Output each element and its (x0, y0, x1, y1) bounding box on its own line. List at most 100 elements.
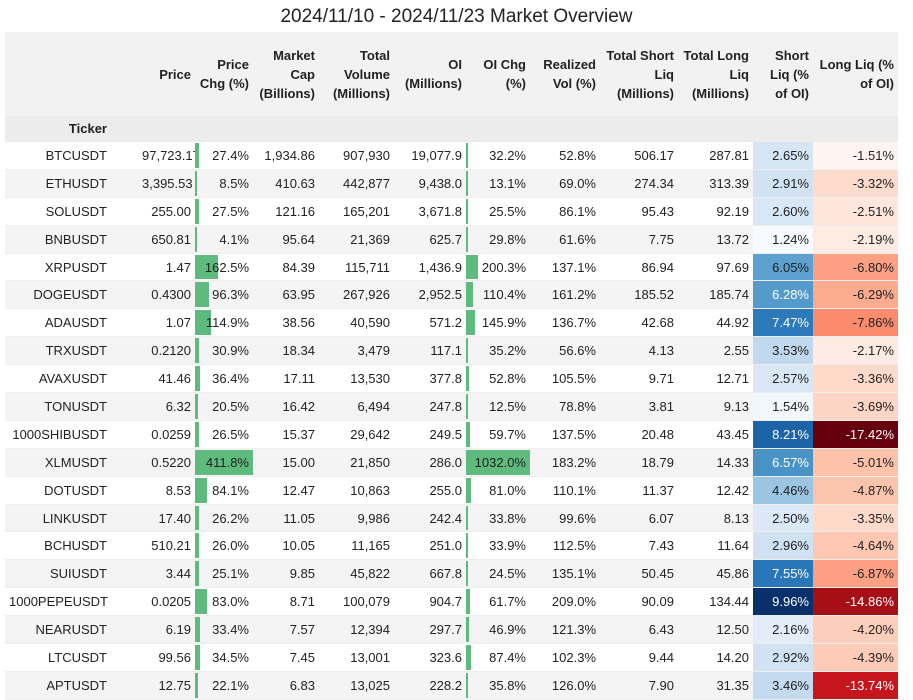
table-row: 1000PEPEUSDT 0.0205 83.0% 8.71 100,079 904.7 6… (5, 587, 898, 617)
oi-chg-cell-bar (466, 645, 472, 670)
market-cap-cell: 12.47 (253, 476, 319, 505)
long-liq-pct-cell: -3.69% (813, 392, 898, 421)
total-volume-cell: 13,001 (319, 643, 394, 672)
oi-chg-cell-bar (466, 170, 468, 196)
oi-chg-cell: 200.3% (466, 253, 530, 282)
header-row: Price Price Chg (%) Market Cap (Billions… (5, 32, 898, 116)
long-liq-pct-cell: -17.42% (813, 420, 898, 449)
oi-chg-cell: 25.5% (466, 197, 530, 226)
col-header: Long Liq (% of OI) (813, 32, 898, 116)
oi-chg-cell-label: 25.5% (489, 203, 526, 219)
oi-chg-cell: 52.8% (466, 364, 530, 394)
price-chg-cell-bar (195, 143, 199, 168)
total-short-liq-cell: 506.17 (600, 142, 678, 170)
oi-chg-cell-label: 35.2% (489, 343, 526, 359)
oi-chg-cell-label: 110.4% (482, 287, 526, 303)
table-row: ETHUSDT 3,395.53 8.5% 410.63 442,877 9,438.0 1… (5, 169, 898, 198)
market-cap-cell: 84.39 (253, 253, 319, 282)
col-header: Short Liq (% of OI) (753, 32, 813, 116)
price-cell: 255.00 (138, 197, 195, 226)
table-row: NEARUSDT 6.19 33.4% 7.57 12,394 297.7 46.9% 121… (5, 615, 898, 645)
total-long-liq-cell: 43.45 (678, 420, 753, 449)
col-header: OI (Millions) (394, 32, 466, 116)
price-cell: 0.0205 (138, 587, 195, 617)
oi-chg-cell: 12.5% (466, 392, 530, 421)
total-long-liq-cell: 31.35 (678, 671, 753, 700)
ticker-cell: LINKUSDT (5, 504, 138, 533)
market-cap-cell: 38.56 (253, 308, 319, 338)
oi-cell: 9,438.0 (394, 169, 466, 198)
oi-chg-cell-label: 87.4% (489, 649, 526, 665)
col-header: Total Short Liq (Millions) (600, 32, 678, 116)
price-chg-cell-bar (195, 561, 199, 587)
price-chg-cell: 22.1% (195, 671, 253, 700)
market-cap-cell: 8.71 (253, 587, 319, 617)
short-liq-pct-cell: 2.57% (753, 364, 813, 394)
short-liq-pct-cell: 6.28% (753, 280, 813, 310)
total-long-liq-cell: 11.64 (678, 531, 753, 561)
total-volume-cell: 267,926 (319, 280, 394, 310)
table-row: SOLUSDT 255.00 27.5% 121.16 165,201 3,671.8 25… (5, 197, 898, 226)
oi-cell: 255.0 (394, 476, 466, 505)
total-long-liq-cell: 9.13 (678, 392, 753, 421)
oi-chg-cell-bar (466, 226, 468, 252)
total-volume-cell: 29,642 (319, 420, 394, 449)
price-chg-cell: 4.1% (195, 225, 253, 254)
price-chg-cell: 26.2% (195, 504, 253, 533)
short-liq-pct-cell: 7.55% (753, 559, 813, 589)
price-chg-cell-label: 8.5% (219, 175, 249, 191)
price-chg-cell-label: 83.0% (212, 594, 249, 610)
total-long-liq-cell: 8.13 (678, 504, 753, 533)
price-cell: 1.47 (138, 253, 195, 282)
long-liq-pct-cell: -3.35% (813, 504, 898, 533)
total-short-liq-cell: 3.81 (600, 392, 678, 421)
price-cell: 0.0259 (138, 420, 195, 449)
table-row: XLMUSDT 0.5220 411.8% 15.00 21,850 286.0 1032.… (5, 448, 898, 477)
ticker-cell: LTCUSDT (5, 643, 138, 672)
ticker-cell: BTCUSDT (5, 142, 138, 170)
short-liq-pct-cell: 2.60% (753, 197, 813, 226)
market-cap-cell: 16.42 (253, 392, 319, 421)
table-row: AVAXUSDT 41.46 36.4% 17.11 13,530 377.8 52.8% 1… (5, 364, 898, 394)
price-chg-cell-bar (195, 672, 199, 698)
oi-chg-cell-bar (466, 449, 530, 475)
oi-chg-cell-bar (466, 394, 468, 419)
long-liq-pct-cell: -6.80% (813, 253, 898, 282)
col-header: Total Volume (Millions) (319, 32, 394, 116)
price-chg-cell-bar (195, 477, 207, 503)
realized-vol-cell: 78.8% (530, 392, 600, 421)
market-cap-cell: 18.34 (253, 336, 319, 366)
total-short-liq-cell: 50.45 (600, 559, 678, 589)
total-short-liq-cell: 9.71 (600, 364, 678, 394)
table-body: BTCUSDT 97,723.17 27.4% 1,934.86 907,930 19,0… (5, 142, 898, 700)
total-short-liq-cell: 11.37 (600, 476, 678, 505)
total-short-liq-cell: 18.79 (600, 448, 678, 477)
market-cap-cell: 7.57 (253, 615, 319, 645)
ticker-cell: 1000SHIBUSDT (5, 420, 138, 449)
ticker-cell: TRXUSDT (5, 336, 138, 366)
price-chg-cell-label: 33.4% (212, 622, 249, 638)
table-row: TONUSDT 6.32 20.5% 16.42 6,494 247.8 12.5% 78.8… (5, 392, 898, 421)
table-row: ADAUSDT 1.07 114.9% 38.56 40,590 571.2 145.9% 1… (5, 308, 898, 338)
price-chg-cell-label: 36.4% (212, 371, 249, 387)
oi-cell: 667.8 (394, 559, 466, 589)
long-liq-pct-cell: -6.29% (813, 280, 898, 310)
price-cell: 650.81 (138, 225, 195, 254)
ticker-cell: SUIUSDT (5, 559, 138, 589)
price-cell: 12.75 (138, 671, 195, 700)
total-volume-cell: 9,986 (319, 504, 394, 533)
long-liq-pct-cell: -13.74% (813, 671, 898, 700)
price-chg-cell: 20.5% (195, 392, 253, 421)
oi-chg-cell-label: 33.8% (489, 510, 526, 526)
price-chg-cell: 83.0% (195, 587, 253, 617)
ticker-cell: ETHUSDT (5, 169, 138, 198)
price-cell: 1.07 (138, 308, 195, 338)
total-short-liq-cell: 95.43 (600, 197, 678, 226)
table-row: TRXUSDT 0.2120 30.9% 18.34 3,479 117.1 35.2% 56… (5, 336, 898, 366)
price-chg-cell-bar (195, 226, 197, 252)
price-chg-cell-bar (195, 505, 199, 531)
table-row: SUIUSDT 3.44 25.1% 9.85 45,822 667.8 24.5% 135.… (5, 559, 898, 589)
long-liq-pct-cell: -2.51% (813, 197, 898, 226)
col-header: Total Long Liq (Millions) (678, 32, 753, 116)
market-cap-cell: 17.11 (253, 364, 319, 394)
